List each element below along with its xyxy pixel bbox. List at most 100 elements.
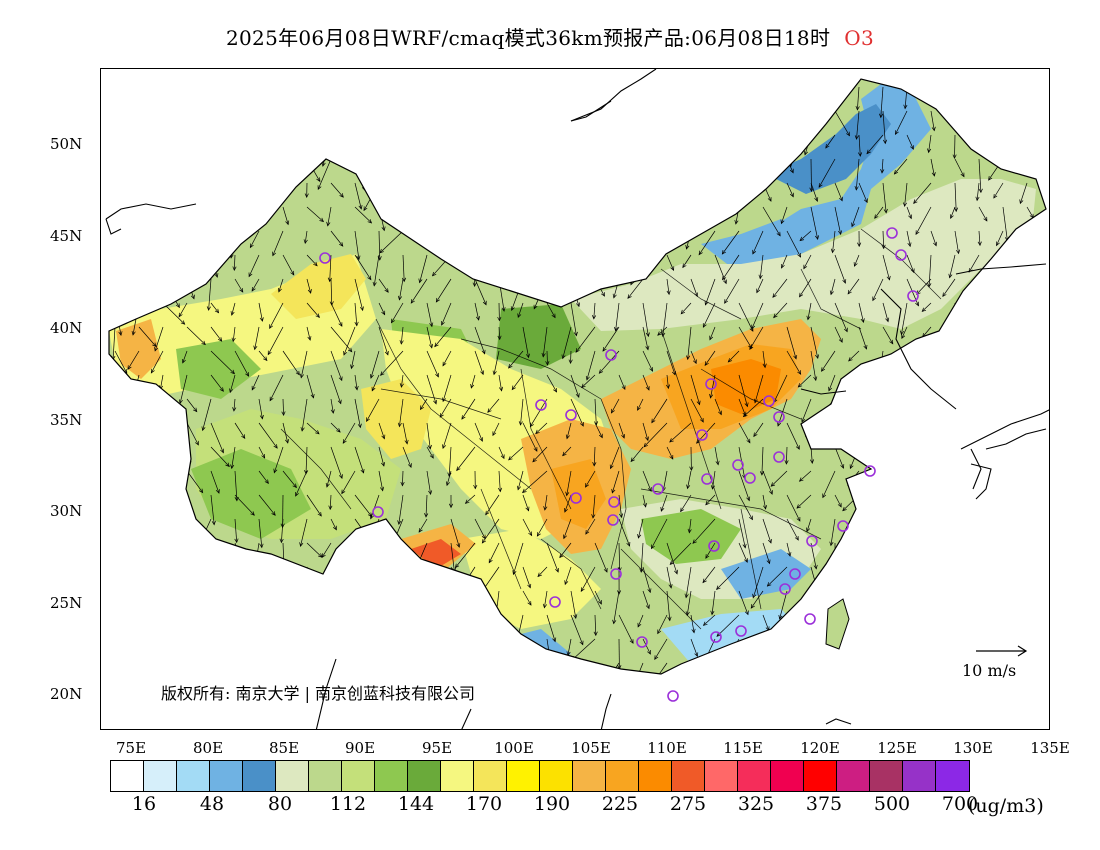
wind-arrow [542,590,548,609]
wind-arrow [954,158,965,178]
wind-arrow [915,566,932,591]
wind-arrow [834,566,843,582]
province-borders [280,228,942,630]
wind-arrow [642,566,652,594]
wind-arrow [593,614,598,637]
wind-arrow [762,542,771,565]
wind-arrow [529,398,548,428]
wind-arrow [437,614,452,630]
wind-arrow [467,86,476,105]
legend-swatch [144,761,177,791]
wind-arrow [669,422,692,443]
wind-arrow [882,326,894,345]
wind-arrow [642,638,651,655]
wind-arrow [306,374,315,399]
wind-arrow [500,662,524,674]
wind-arrow [635,206,644,232]
taiwan-island [825,598,850,650]
wind-arrow [350,614,356,631]
wind-arrow [1026,446,1039,480]
wind-arrow [900,590,908,603]
wind-arrow [716,614,740,637]
wind-arrow [234,278,244,293]
wind-arrow [114,86,121,112]
wind-arrow [998,350,1004,370]
wind-arrow [742,398,764,418]
wind-arrow [752,230,764,255]
wind-arrow [690,206,701,228]
wind-arrow [612,134,620,151]
wind-arrow [330,182,344,198]
station-marker [773,451,785,463]
wind-arrow [258,302,264,322]
lat-label-20n: 20N [50,685,83,703]
wind-arrow [378,590,389,609]
wind-arrow [258,158,266,176]
wind-arrow [615,110,620,125]
wind-arrow [733,158,740,183]
wind-arrow [666,206,671,234]
wind-arrow [666,590,672,622]
wind-arrow [402,158,411,175]
wind-arrow [110,446,116,470]
wind-arrow [426,158,438,186]
wind-arrow [602,326,620,352]
wind-arrow [1024,494,1029,510]
wind-arrow [773,302,788,319]
wind-arrow [234,110,251,142]
legend-swatch [408,761,441,791]
wind-arrow [949,206,956,220]
wind-arrow [780,254,788,269]
wind-arrow [996,542,1004,573]
wind-arrow [474,158,480,180]
title-text: 2025年06月08日WRF/cmaq模式36km预报产品:06月08日18时 [226,26,831,50]
wind-arrow [498,374,504,392]
wind-arrow [580,566,596,593]
wind-arrow [114,398,126,413]
wind-arrow [690,110,697,130]
wind-arrow [591,494,596,519]
wind-arrow [901,326,908,340]
wind-arrow [642,134,651,159]
lon-label-115e: 115E [723,739,763,757]
wind-arrow [207,566,212,594]
wind-arrow [279,518,284,544]
wind-arrow [162,470,177,487]
wind-arrow [825,134,836,149]
wind-arrow [616,566,622,595]
wind-arrow [234,350,249,377]
station-marker [608,496,620,508]
wind-arrow [704,350,716,366]
legend-swatch [474,761,507,791]
wind-arrow [426,230,432,248]
wind-arrow [397,278,404,301]
wind-arrow [613,302,620,332]
wind-arrow [738,86,746,104]
wind-arrow [278,566,284,588]
wind-arrow [522,494,530,512]
wind-arrow [306,614,316,625]
wind-arrow [955,494,980,520]
wind-arrow [853,254,860,267]
wind-arrow [634,687,643,701]
wind-arrow [546,542,559,573]
wind-arrow [162,110,172,131]
wind-arrow [229,566,236,581]
wind-arrow [563,110,572,142]
wind-arrow [880,614,885,637]
wind-arrow [439,398,452,418]
wind-arrow [665,134,670,149]
wind-arrow [186,470,204,494]
wind-arrow [1002,374,1008,389]
wind-arrow [306,302,320,319]
wind-arrow [378,566,396,596]
wind-arrow [410,278,428,304]
station-marker [372,506,384,518]
station-marker [610,568,622,580]
wind-arrow [978,590,990,613]
lon-label-120e: 120E [800,739,840,757]
wind-arrow [109,494,116,530]
wind-arrow [642,302,650,338]
wind-arrow [378,110,398,135]
lon-label-95e: 95E [421,739,453,757]
